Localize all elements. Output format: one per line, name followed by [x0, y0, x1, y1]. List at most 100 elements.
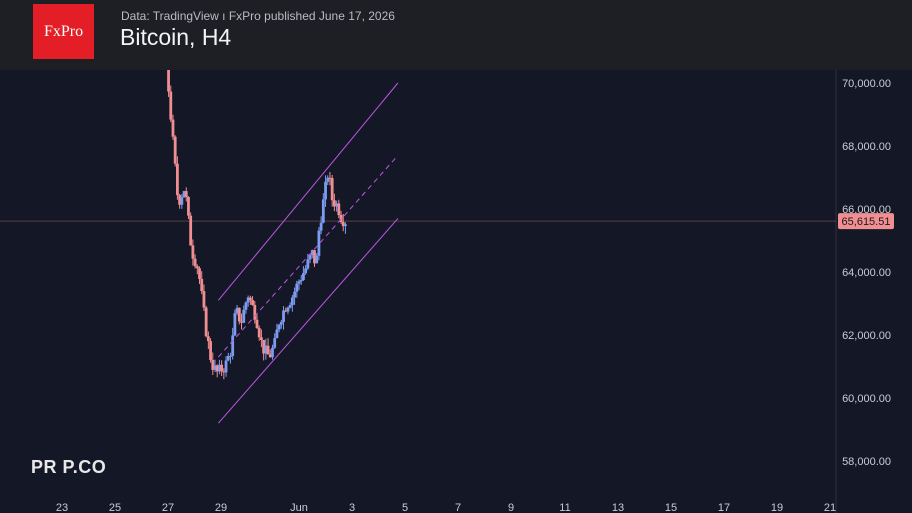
candle-body — [251, 300, 254, 305]
candle-body — [167, 70, 170, 92]
candle-body — [173, 136, 177, 164]
candle-body — [279, 321, 283, 325]
candle-body — [218, 364, 221, 372]
candle-body — [189, 215, 193, 246]
candle-body — [224, 360, 228, 373]
candle-body — [293, 291, 296, 298]
y-tick-label: 62,000.00 — [842, 330, 891, 342]
candle-body — [200, 278, 204, 292]
candle-body — [324, 181, 327, 200]
candle-body — [182, 191, 186, 198]
candle-body — [306, 259, 310, 269]
candle-body — [226, 355, 230, 361]
candle-body — [313, 250, 316, 264]
candle-body — [198, 268, 201, 279]
x-tick-label: 25 — [109, 502, 121, 513]
x-tick-label: 15 — [665, 502, 677, 513]
candle-body — [288, 304, 292, 308]
y-tick-label: 66,000.00 — [842, 204, 891, 216]
candle-body — [286, 307, 290, 312]
candles — [167, 70, 347, 380]
candle-body — [304, 268, 308, 274]
regression-channel — [217, 82, 399, 424]
candle-body — [246, 297, 250, 303]
candle-body — [319, 222, 323, 231]
fxpro-logo: FxPro — [33, 4, 94, 59]
candle-body — [235, 307, 239, 314]
candle-body — [295, 283, 299, 292]
source-line: Data: TradingView ı FxPro published June… — [121, 9, 395, 23]
candle-body — [337, 203, 341, 216]
candle-body — [209, 341, 212, 361]
x-tick-label: 17 — [718, 502, 730, 513]
candle-body — [275, 329, 279, 339]
candle-body — [332, 200, 336, 207]
last-price-badge — [838, 213, 894, 230]
candle-body — [321, 199, 325, 223]
x-tick-label: 29 — [215, 502, 227, 513]
y-tick-label: 70,000.00 — [842, 78, 891, 90]
candle-body — [268, 354, 272, 358]
candle-body — [206, 336, 210, 342]
candle-body — [260, 337, 263, 340]
candle-body — [215, 365, 219, 372]
x-tick-label: 3 — [349, 502, 355, 513]
candle-body — [264, 345, 268, 354]
candle-body — [262, 339, 266, 354]
x-tick-label: 23 — [56, 502, 68, 513]
x-axis: 23 25 27 29 Jun 3 5 7 9 11 13 15 17 19 21 — [56, 502, 836, 513]
candle-body — [229, 355, 232, 357]
candle-body — [335, 203, 338, 207]
y-tick-label: 60,000.00 — [842, 393, 891, 405]
x-tick-label: 27 — [162, 502, 174, 513]
candle-body — [297, 281, 301, 284]
candle-body — [317, 230, 321, 256]
candle-body — [328, 177, 332, 179]
candle-body — [191, 245, 195, 259]
x-tick-label: 19 — [771, 502, 783, 513]
x-tick-label: 5 — [402, 502, 408, 513]
candle-body — [330, 178, 334, 201]
x-tick-label: 9 — [508, 502, 514, 513]
last-price-text: 65,615.51 — [842, 216, 891, 228]
x-tick-label: 7 — [455, 502, 461, 513]
candle-body — [211, 360, 215, 370]
candle-body — [240, 321, 243, 323]
candle-body — [169, 91, 173, 120]
candle-body — [202, 291, 206, 308]
channel-upper-line — [217, 82, 399, 301]
candle-body — [213, 365, 217, 370]
x-tick-label: Jun — [290, 502, 308, 513]
candle-body — [187, 196, 190, 216]
watermark: PR P.CO — [31, 457, 107, 477]
candle-body — [302, 273, 305, 281]
candle-body — [195, 266, 199, 269]
candle-body — [204, 307, 208, 337]
candle-body — [233, 313, 237, 336]
candle-body — [310, 250, 314, 255]
last-price-label: 65,615.51 — [838, 213, 894, 230]
chart-title: Bitcoin, H4 — [120, 24, 232, 50]
candle-body — [222, 371, 226, 373]
candle-body — [244, 302, 248, 310]
x-tick-label: 13 — [612, 502, 624, 513]
candle-body — [176, 163, 179, 196]
candle-body — [255, 319, 259, 329]
candle-body — [171, 119, 175, 137]
x-tick-label: 11 — [559, 502, 570, 513]
candle-body — [344, 224, 347, 227]
channel-middle-line — [217, 155, 399, 358]
header-bar: FxPro Data: TradingView ı FxPro publishe… — [0, 0, 912, 70]
channel-lower-line — [217, 218, 399, 424]
candle-body — [308, 254, 312, 260]
y-tick-label: 68,000.00 — [842, 141, 891, 153]
candle-body — [282, 310, 285, 322]
candle-body — [271, 347, 274, 358]
candle-body — [326, 177, 330, 182]
y-tick-label: 64,000.00 — [842, 267, 891, 279]
candle-body — [193, 258, 197, 267]
y-axis: 58,000.00 60,000.00 62,000.00 64,000.00 66,0… — [835, 70, 891, 513]
candle-body — [266, 345, 270, 355]
candle-body — [180, 197, 184, 205]
